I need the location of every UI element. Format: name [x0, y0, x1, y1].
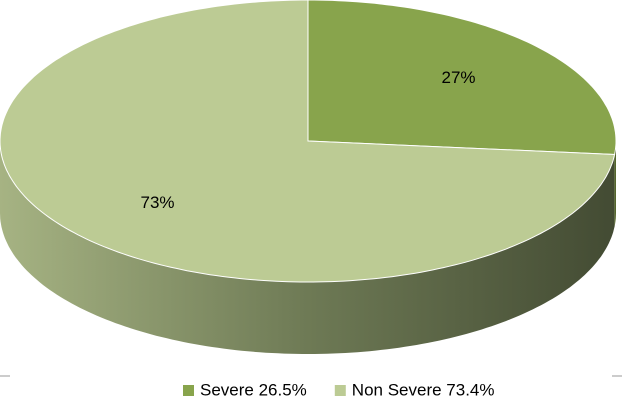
- legend-swatch: [183, 385, 194, 396]
- pie-side: [614, 141, 616, 227]
- pie-slice: [0, 0, 616, 283]
- legend-swatch: [334, 385, 346, 396]
- pie-slice: [307, 0, 617, 156]
- pie-side: [0, 141, 615, 354]
- legend: Severe 26.5% Non Severe 73.4%: [183, 380, 495, 399]
- legend-label: Non Severe 73.4%: [352, 380, 495, 399]
- data-label: 27%: [441, 68, 475, 87]
- data-label: 73%: [140, 193, 174, 212]
- legend-label: Severe 26.5%: [200, 380, 307, 399]
